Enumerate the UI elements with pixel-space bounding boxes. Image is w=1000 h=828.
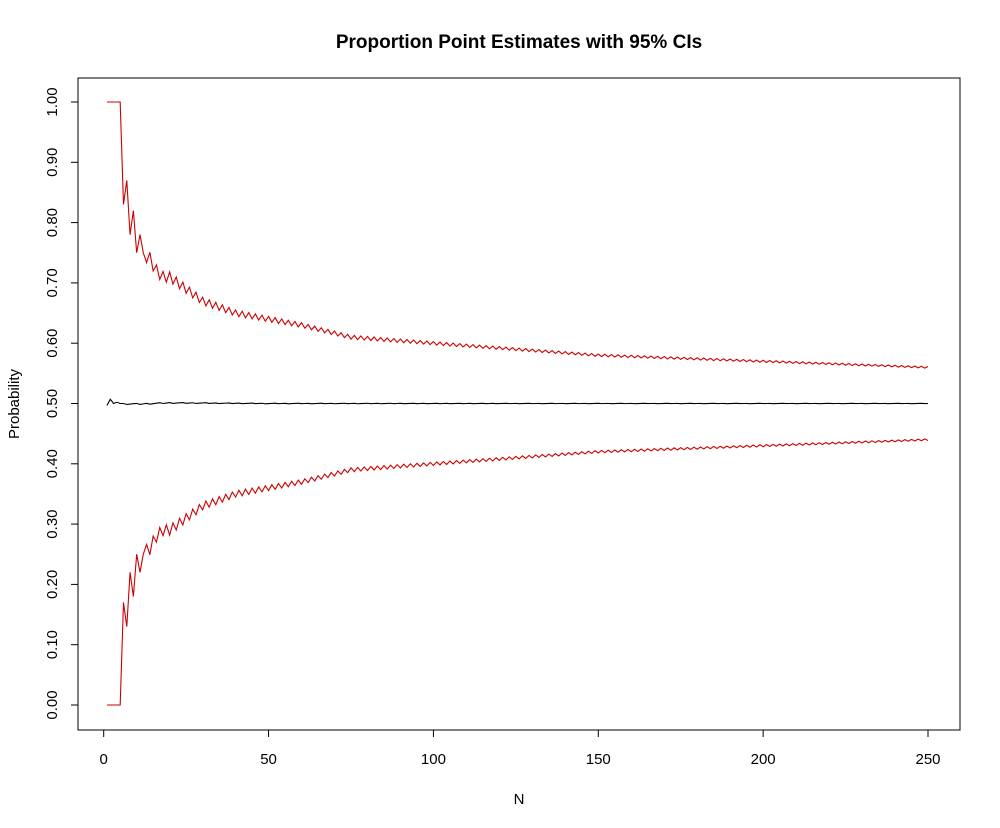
y-tick-label: 0.50 [44, 389, 61, 418]
x-tick-label: 100 [421, 751, 446, 768]
y-tick-label: 0.60 [44, 329, 61, 358]
y-tick-label: 1.00 [44, 87, 61, 116]
y-tick-label: 0.10 [44, 630, 61, 659]
chart-title: Proportion Point Estimates with 95% CIs [336, 32, 702, 53]
x-tick-label: 150 [586, 751, 611, 768]
x-tick-label: 50 [260, 751, 277, 768]
y-axis-label: Probability [6, 368, 23, 439]
y-tick-label: 0.30 [44, 509, 61, 538]
series-layer [106, 101, 929, 706]
x-axis-label: N [514, 791, 525, 808]
x-tick-label: 200 [751, 751, 776, 768]
y-axis: 0.00 0.10 0.20 0.30 0.40 0.50 0.60 0.70 0.80 0.90… [44, 87, 79, 720]
y-tick-label: 0.20 [44, 570, 61, 599]
x-tick-label: 250 [915, 751, 940, 768]
y-tick-label: 0.80 [44, 208, 61, 237]
y-tick-label: 0.00 [44, 690, 61, 719]
y-tick-label: 0.70 [44, 268, 61, 297]
series-line-estimate [106, 398, 929, 406]
y-tick-label: 0.90 [44, 148, 61, 177]
series-line-lower [107, 438, 929, 706]
y-tick-label: 0.40 [44, 449, 61, 478]
series-line-upper [107, 101, 929, 369]
x-tick-label: 0 [100, 751, 108, 768]
x-axis: 0 50 100 150 200 250 [100, 729, 941, 768]
